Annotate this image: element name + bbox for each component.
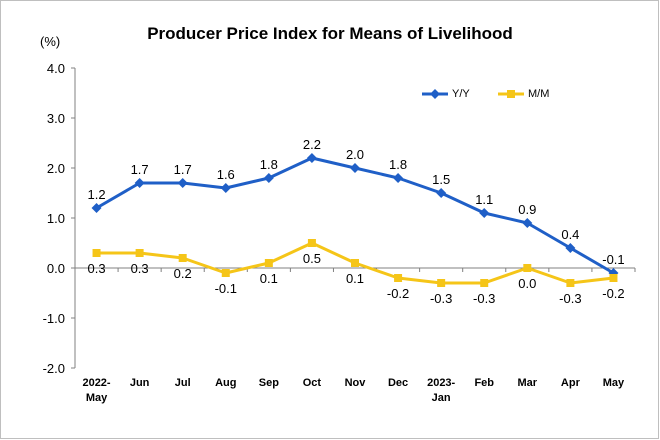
chart-title: Producer Price Index for Means of Liveli…: [147, 24, 513, 43]
x-tick-label: Oct: [303, 377, 322, 389]
yy-data-label: 2.0: [346, 147, 364, 162]
yy-point: [436, 188, 447, 198]
mm-data-label: 0.3: [131, 261, 149, 276]
legend-item-mm: M/M: [496, 88, 549, 100]
mm-point: [178, 254, 187, 262]
y-tick-label: -2.0: [43, 361, 65, 376]
yy-data-label: -0.1: [602, 252, 624, 267]
yy-point: [220, 183, 231, 193]
mm-point: [351, 259, 359, 267]
mm-point: [523, 264, 532, 272]
legend-mm-label: M/M: [528, 88, 550, 100]
x-tick-label: Jun: [130, 377, 150, 389]
x-tick-label: Apr: [561, 377, 581, 389]
yy-point: [393, 173, 404, 183]
yy-data-label: 1.2: [87, 187, 105, 202]
y-tick-label: 4.0: [47, 61, 65, 76]
yy-point: [522, 218, 533, 228]
mm-point: [307, 239, 316, 247]
yy-data-label: 1.5: [432, 172, 450, 187]
mm-point: [264, 259, 273, 267]
yy-data-label: 0.4: [561, 227, 579, 242]
y-tick-label: 3.0: [47, 111, 65, 126]
mm-data-label: 0.1: [260, 271, 278, 286]
yy-point: [263, 173, 274, 183]
yy-point: [479, 208, 490, 218]
mm-data-label: 0.5: [303, 251, 321, 266]
x-tick-label: May: [86, 392, 108, 404]
legend-item-yy: Y/Y: [420, 88, 470, 100]
x-tick-label: Mar: [518, 377, 538, 389]
mm-point: [221, 269, 230, 277]
x-tick-label: Feb: [474, 377, 494, 389]
yy-data-label: 0.9: [518, 202, 536, 217]
yy-data-label: 1.7: [131, 162, 149, 177]
mm-point: [480, 279, 489, 287]
x-tick-label: Aug: [215, 377, 236, 389]
mm-data-label: -0.2: [387, 286, 409, 301]
yy-data-label: 2.2: [303, 137, 321, 152]
x-tick-label: 2023-: [427, 377, 455, 389]
y-tick-label: -1.0: [43, 311, 65, 326]
yy-point: [350, 163, 360, 173]
legend-yy-swatch: [422, 89, 448, 99]
yy-data-label: 1.8: [260, 157, 278, 172]
mm-data-label: -0.3: [559, 291, 581, 306]
yy-point: [91, 203, 102, 213]
yy-point: [177, 178, 188, 188]
mm-data-label: 0.0: [518, 276, 536, 291]
x-tick-label: Jul: [175, 377, 191, 389]
mm-data-label: -0.3: [473, 291, 495, 306]
x-tick-label: Sep: [259, 377, 279, 389]
yy-data-label: 1.6: [217, 167, 235, 182]
legend-mm-swatch: [498, 90, 524, 98]
legend-yy-label: Y/Y: [452, 88, 470, 100]
mm-point: [135, 249, 144, 257]
x-tick-label: Dec: [388, 377, 408, 389]
x-tick-label: Jan: [432, 392, 451, 404]
y-tick-label: 0.0: [47, 261, 65, 276]
mm-data-label: 0.3: [87, 261, 105, 276]
mm-point: [92, 249, 101, 257]
mm-point: [566, 279, 575, 287]
x-tick-label: Nov: [345, 377, 367, 389]
yy-point: [565, 243, 576, 253]
yy-data-label: 1.8: [389, 157, 407, 172]
x-tick-label: 2022-: [82, 377, 110, 389]
mm-point: [437, 279, 446, 287]
mm-data-label: 0.2: [174, 266, 192, 281]
x-tick-label: May: [603, 377, 625, 389]
mm-data-label: 0.1: [346, 271, 364, 286]
y-tick-label: 2.0: [47, 161, 65, 176]
mm-data-label: -0.3: [430, 291, 452, 306]
yy-data-label: 1.7: [174, 162, 192, 177]
y-axis-unit: (%): [40, 34, 61, 49]
yy-point: [134, 178, 145, 188]
mm-data-label: -0.2: [602, 286, 624, 301]
mm-point: [609, 274, 618, 282]
mm-data-label: -0.1: [215, 281, 237, 296]
y-tick-label: 1.0: [47, 211, 65, 226]
yy-data-label: 1.1: [475, 192, 493, 207]
yy-point: [306, 153, 317, 163]
mm-point: [394, 274, 403, 282]
